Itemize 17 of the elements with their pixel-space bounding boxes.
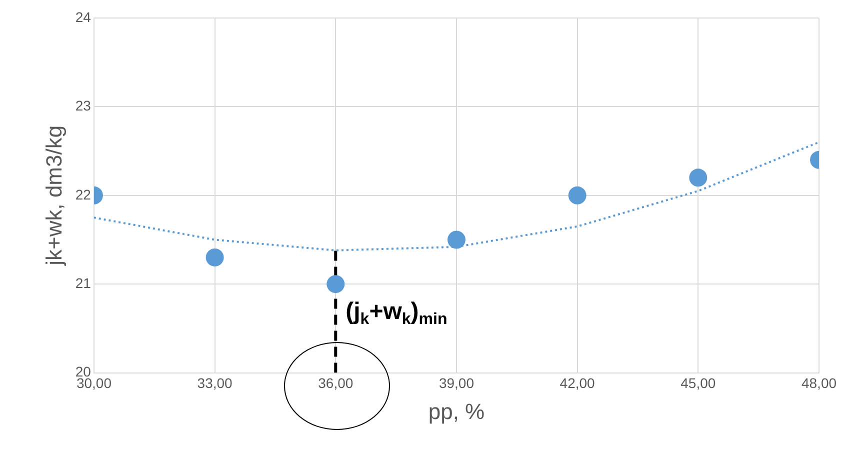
y-tick-label: 24 (75, 8, 92, 25)
y-tick-label: 23 (75, 98, 92, 114)
x-tick-label: 36,00 (318, 375, 354, 392)
x-tick-label: 48,00 (801, 375, 837, 392)
x-tick-label: 33,00 (197, 375, 233, 392)
point (447, 230, 466, 249)
line-series (94, 141, 819, 252)
point (326, 275, 345, 294)
x-tick-label: 30,00 (76, 375, 112, 392)
x-tick-label: 45,00 (680, 375, 716, 392)
y-tick-label: 22 (75, 186, 92, 202)
x-axis-title: pp, % (428, 398, 485, 424)
point (568, 186, 586, 204)
y-axis-title: jk+wk, dm3/kg (41, 125, 66, 266)
x-tick-label: 42,00 (560, 375, 596, 392)
x-tick-label: 39,00 (438, 375, 474, 392)
y-tick-label: 21 (75, 274, 92, 291)
